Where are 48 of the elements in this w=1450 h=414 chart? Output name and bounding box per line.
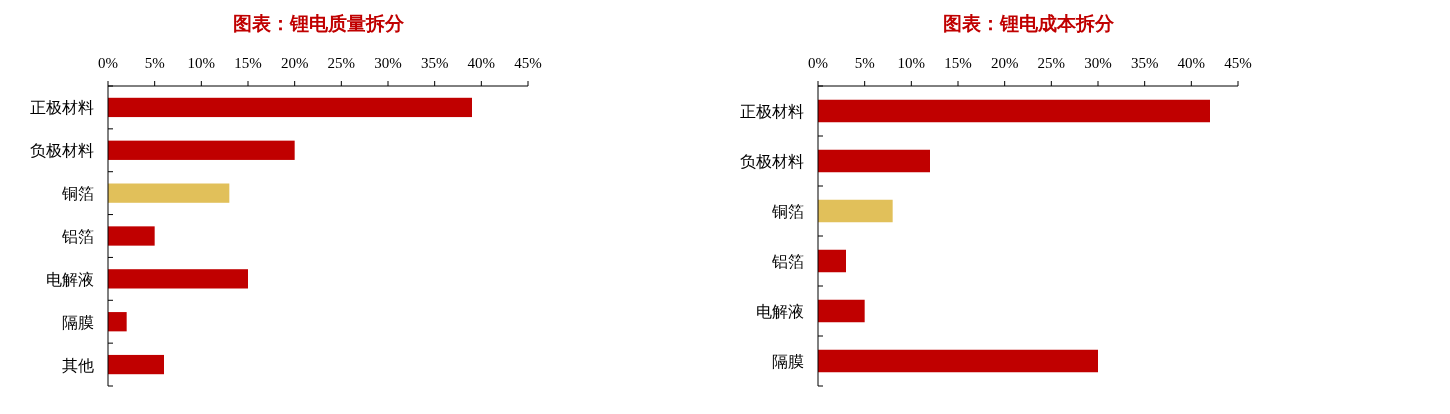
x-tick-label: 45%: [514, 55, 542, 71]
bar: [108, 354, 164, 375]
y-tick-label: 正极材料: [740, 103, 804, 120]
bar: [818, 149, 930, 173]
bar: [108, 183, 230, 203]
y-tick-label: 正极材料: [30, 99, 94, 117]
chart-title: 图表：锂电质量拆分: [232, 13, 405, 34]
x-tick-label: 5%: [144, 55, 165, 71]
bar: [108, 312, 127, 332]
bar: [818, 249, 846, 273]
y-tick-label: 隔膜: [772, 353, 804, 370]
y-tick-label: 铝箔: [771, 253, 804, 270]
y-tick-label: 隔膜: [62, 313, 94, 331]
x-tick-label: 40%: [1177, 55, 1206, 71]
y-tick-label: 电解液: [46, 270, 94, 288]
x-tick-label: 10%: [187, 55, 216, 71]
x-tick-label: 45%: [1224, 55, 1252, 71]
bar: [108, 226, 155, 246]
x-tick-label: 25%: [1037, 55, 1066, 71]
bar: [108, 97, 472, 118]
y-tick-label: 负极材料: [740, 153, 804, 170]
x-tick-label: 0%: [808, 55, 828, 71]
y-tick-label: 负极材料: [30, 142, 94, 160]
x-tick-label: 25%: [327, 55, 356, 71]
y-tick-label: 铝箔: [61, 228, 94, 245]
bar: [818, 299, 865, 323]
x-tick-label: 35%: [1130, 55, 1159, 71]
x-tick-label: 30%: [374, 55, 402, 71]
y-tick-label: 铜箔: [771, 203, 804, 220]
y-tick-label: 其他: [62, 356, 94, 374]
bar: [818, 99, 1210, 123]
x-tick-label: 20%: [280, 55, 309, 71]
x-tick-label: 10%: [897, 55, 926, 71]
x-tick-label: 40%: [467, 55, 496, 71]
x-tick-label: 35%: [420, 55, 449, 71]
x-tick-label: 15%: [944, 55, 972, 71]
y-tick-label: 电解液: [756, 303, 804, 320]
bar: [818, 349, 1098, 373]
bar: [108, 269, 248, 289]
chart-title: 图表：锂电成本拆分: [942, 13, 1115, 34]
x-tick-label: 5%: [854, 55, 875, 71]
x-tick-label: 30%: [1084, 55, 1112, 71]
y-tick-label: 铜箔: [61, 185, 94, 203]
bar: [108, 140, 295, 160]
bar: [818, 199, 893, 223]
x-tick-label: 15%: [234, 55, 262, 71]
x-tick-label: 0%: [98, 55, 118, 71]
x-tick-label: 20%: [990, 55, 1019, 71]
